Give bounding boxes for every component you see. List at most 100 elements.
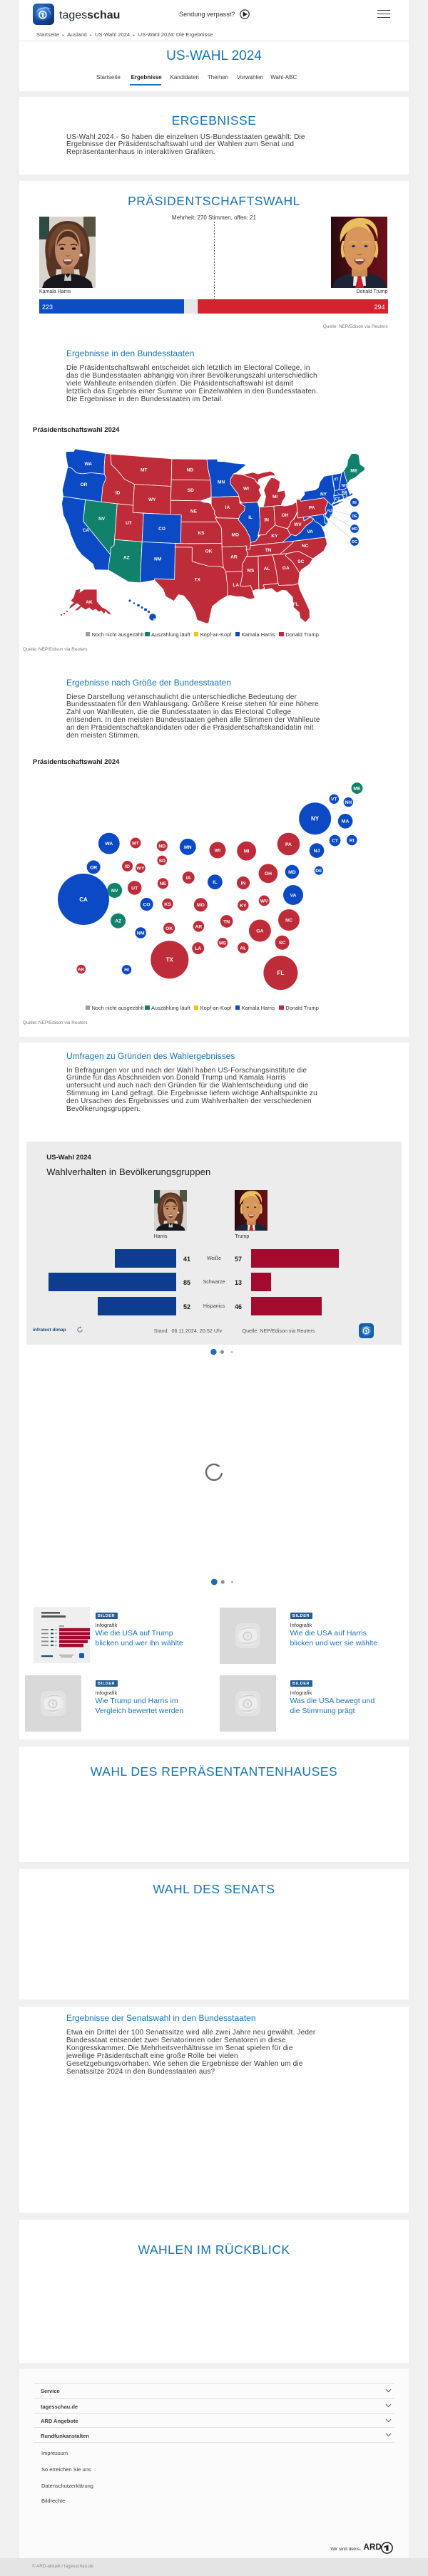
svg-text:CO: CO bbox=[158, 527, 165, 532]
svg-text:MN: MN bbox=[184, 845, 192, 850]
svg-text:AR: AR bbox=[230, 555, 238, 560]
svg-text:TN: TN bbox=[223, 919, 230, 924]
svg-text:WI: WI bbox=[243, 487, 249, 492]
svg-text:MT: MT bbox=[141, 467, 147, 472]
svg-text:NE: NE bbox=[160, 881, 167, 886]
svg-text:ME: ME bbox=[350, 469, 357, 474]
svg-text:HI: HI bbox=[153, 619, 158, 623]
svg-text:IN: IN bbox=[264, 518, 269, 523]
svg-text:TX: TX bbox=[195, 578, 201, 583]
svg-text:AL: AL bbox=[264, 567, 270, 571]
svg-text:DE: DE bbox=[315, 869, 322, 874]
svg-text:KY: KY bbox=[271, 534, 278, 539]
svg-text:FL: FL bbox=[293, 602, 299, 607]
svg-text:MI: MI bbox=[272, 495, 277, 500]
svg-text:WA: WA bbox=[105, 842, 113, 847]
svg-text:MT: MT bbox=[132, 841, 140, 846]
svg-text:OK: OK bbox=[205, 549, 213, 554]
svg-text:MS: MS bbox=[219, 941, 227, 946]
svg-text:MA: MA bbox=[342, 819, 350, 824]
svg-text:NH: NH bbox=[345, 800, 352, 805]
svg-text:ID: ID bbox=[125, 864, 130, 869]
svg-text:CT: CT bbox=[335, 497, 341, 502]
svg-text:MI: MI bbox=[244, 849, 250, 854]
svg-text:GA: GA bbox=[282, 566, 290, 571]
svg-text:WV: WV bbox=[260, 899, 268, 904]
svg-text:AL: AL bbox=[240, 946, 246, 951]
svg-text:FL: FL bbox=[277, 970, 285, 976]
svg-text:CA: CA bbox=[79, 896, 88, 903]
svg-text:DE: DE bbox=[352, 514, 357, 519]
svg-text:ND: ND bbox=[187, 468, 194, 473]
svg-text:IL: IL bbox=[213, 880, 217, 885]
svg-text:LA: LA bbox=[233, 583, 239, 588]
svg-text:IL: IL bbox=[248, 515, 253, 520]
svg-text:TX: TX bbox=[166, 957, 174, 963]
svg-text:NC: NC bbox=[302, 544, 309, 549]
svg-text:SD: SD bbox=[159, 859, 166, 864]
svg-text:HI: HI bbox=[124, 968, 129, 973]
svg-text:RI: RI bbox=[350, 838, 355, 843]
svg-text:NM: NM bbox=[154, 557, 161, 562]
svg-text:IA: IA bbox=[186, 876, 191, 881]
svg-text:DC: DC bbox=[352, 540, 357, 544]
svg-text:GA: GA bbox=[256, 929, 263, 933]
svg-text:MA: MA bbox=[342, 491, 347, 495]
svg-text:AR: AR bbox=[195, 924, 202, 929]
svg-text:CO: CO bbox=[143, 902, 150, 907]
svg-text:WA: WA bbox=[84, 462, 92, 467]
svg-text:PA: PA bbox=[309, 506, 315, 511]
svg-text:RI: RI bbox=[352, 501, 357, 505]
svg-text:NV: NV bbox=[98, 517, 106, 522]
svg-text:WY: WY bbox=[136, 867, 144, 871]
svg-text:KS: KS bbox=[198, 531, 205, 536]
svg-text:NE: NE bbox=[190, 509, 198, 514]
svg-text:WV: WV bbox=[294, 522, 302, 527]
svg-text:VA: VA bbox=[307, 529, 313, 534]
svg-text:CT: CT bbox=[332, 839, 339, 844]
svg-text:NH: NH bbox=[342, 484, 347, 488]
svg-text:LA: LA bbox=[195, 946, 201, 951]
svg-text:VT: VT bbox=[331, 797, 338, 802]
svg-text:TN: TN bbox=[265, 548, 272, 553]
svg-text:KS: KS bbox=[164, 902, 171, 907]
svg-text:CA: CA bbox=[83, 528, 90, 533]
svg-text:UT: UT bbox=[126, 521, 132, 526]
svg-text:IA: IA bbox=[225, 505, 230, 510]
svg-text:SC: SC bbox=[297, 559, 304, 564]
svg-text:OR: OR bbox=[90, 865, 97, 870]
svg-text:AK: AK bbox=[86, 600, 93, 605]
svg-text:KY: KY bbox=[240, 904, 247, 909]
svg-text:OH: OH bbox=[265, 871, 272, 876]
svg-text:OK: OK bbox=[165, 926, 173, 931]
svg-text:ME: ME bbox=[353, 787, 361, 792]
svg-text:ID: ID bbox=[116, 490, 121, 495]
svg-text:NJ: NJ bbox=[314, 849, 320, 854]
svg-text:UT: UT bbox=[131, 886, 138, 891]
svg-text:WY: WY bbox=[148, 497, 156, 502]
svg-text:IN: IN bbox=[241, 881, 246, 886]
svg-text:ND: ND bbox=[158, 844, 165, 849]
svg-text:NV: NV bbox=[111, 889, 118, 894]
svg-text:NJ: NJ bbox=[327, 509, 332, 514]
svg-text:MO: MO bbox=[232, 533, 239, 538]
svg-text:VT: VT bbox=[334, 477, 338, 482]
svg-text:NY: NY bbox=[311, 816, 320, 822]
svg-text:NM: NM bbox=[137, 931, 145, 936]
svg-text:PA: PA bbox=[285, 842, 292, 847]
svg-text:SC: SC bbox=[279, 941, 286, 946]
svg-text:MO: MO bbox=[197, 903, 205, 908]
svg-text:WI: WI bbox=[215, 848, 220, 853]
svg-text:VA: VA bbox=[290, 893, 297, 898]
svg-text:MD: MD bbox=[352, 527, 358, 532]
svg-text:AK: AK bbox=[78, 968, 85, 973]
svg-text:AZ: AZ bbox=[115, 919, 121, 924]
svg-text:AZ: AZ bbox=[123, 555, 130, 560]
svg-text:MS: MS bbox=[248, 568, 255, 573]
svg-text:SD: SD bbox=[188, 488, 194, 493]
svg-text:MD: MD bbox=[288, 870, 296, 875]
svg-text:OH: OH bbox=[282, 513, 289, 518]
svg-text:NC: NC bbox=[285, 918, 292, 923]
svg-text:NY: NY bbox=[320, 492, 327, 497]
svg-text:OR: OR bbox=[81, 482, 88, 487]
